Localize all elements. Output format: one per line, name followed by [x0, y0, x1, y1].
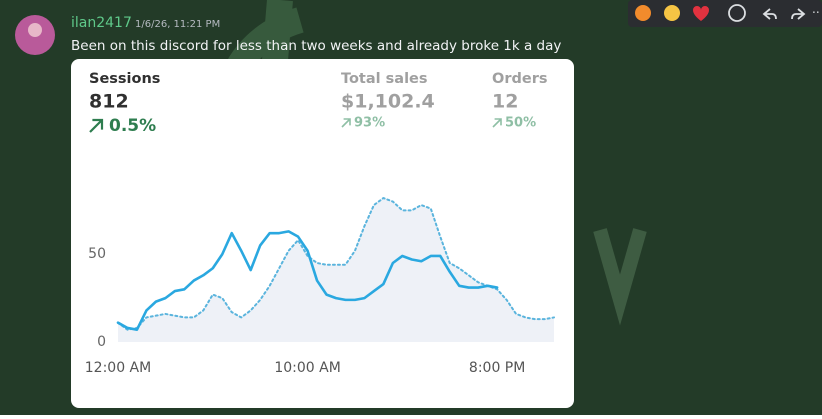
stat-change: 0.5% [109, 116, 156, 136]
x-tick-label: 12:00 AM [85, 360, 151, 376]
x-tick-label: 10:00 AM [274, 360, 340, 376]
stat-label: Total sales [341, 71, 428, 87]
reaction-heart[interactable] [693, 6, 709, 21]
trend-arrow [492, 118, 502, 128]
more[interactable]: ·· [812, 6, 820, 20]
stat-value: $1,102.4 [341, 91, 435, 113]
username[interactable]: ilan2417 [71, 15, 132, 31]
reaction-laugh[interactable] [664, 5, 680, 21]
series-line [116, 230, 499, 332]
trend-arrow [341, 118, 351, 128]
stat-label: Sessions [89, 71, 160, 87]
timestamp: 1/6/26, 11:21 PM [135, 19, 220, 30]
stat-label: Orders [492, 71, 547, 87]
add-reaction[interactable] [728, 4, 746, 22]
background-art [593, 228, 647, 326]
stat-value: 12 [492, 91, 518, 113]
stat-change: 50% [505, 116, 536, 131]
series-area [118, 198, 554, 342]
y-tick-label: 0 [97, 334, 106, 350]
reaction-fire[interactable] [635, 5, 651, 21]
x-tick-label: 8:00 PM [469, 360, 525, 376]
message-text: Been on this discord for less than two w… [71, 38, 561, 54]
toolbar [628, 0, 822, 27]
forward[interactable] [791, 8, 806, 20]
series-line [117, 197, 555, 331]
trend-arrow [89, 118, 104, 133]
stat-value: 812 [89, 91, 129, 113]
y-tick-label: 50 [88, 246, 106, 262]
chart: Sessions 812 0.5% Total sales $1,102.4 93% Ord… [85, 71, 555, 376]
reply[interactable] [762, 8, 777, 20]
stat-change: 93% [354, 116, 385, 131]
avatar-face [28, 23, 42, 37]
